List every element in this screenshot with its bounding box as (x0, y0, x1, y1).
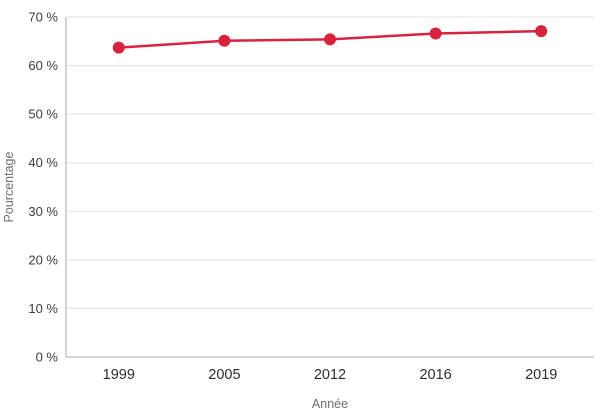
y-tick-label: 50 % (28, 107, 58, 122)
y-tick-label: 70 % (28, 10, 58, 25)
data-point (535, 25, 548, 38)
y-tick-label: 0 % (36, 350, 59, 365)
y-tick-label: 10 % (28, 301, 58, 316)
x-tick-label: 2012 (314, 367, 346, 383)
x-axis-title: Année (312, 397, 348, 411)
chart-plot-area: 0 % 10 % 20 % 30 % 40 % 50 % 60 % 70 % 1999 2005 2… (28, 10, 594, 383)
data-point (218, 34, 231, 47)
x-tick-label: 2016 (419, 367, 451, 383)
y-axis-title: Pourcentage (2, 152, 16, 223)
x-tick-label: 1999 (103, 367, 135, 383)
data-point (429, 27, 442, 40)
y-tick-label: 40 % (28, 155, 58, 170)
data-point (112, 41, 125, 54)
x-tick-label: 2019 (525, 367, 557, 383)
y-tick-label: 60 % (28, 58, 58, 73)
data-point (324, 33, 336, 46)
x-tick-label: 2005 (208, 367, 240, 383)
y-tick-label: 20 % (28, 252, 58, 267)
y-tick-label: 30 % (28, 204, 58, 219)
